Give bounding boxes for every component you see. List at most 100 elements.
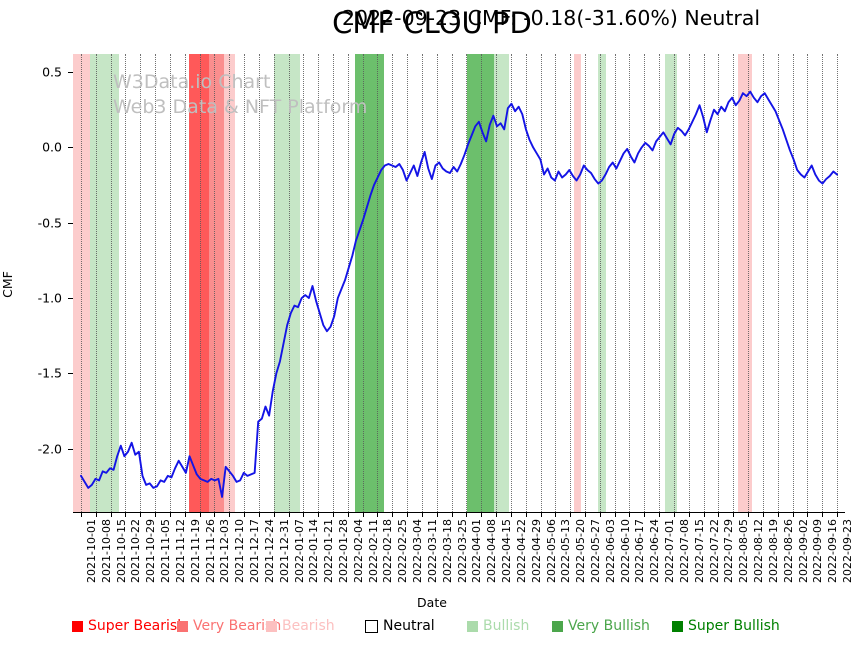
gridline <box>95 54 97 512</box>
gridline <box>81 54 82 512</box>
legend-swatch-icon <box>672 620 683 632</box>
x-tick-label: 2022-07-08 <box>677 519 691 583</box>
x-tick-label: 2022-01-28 <box>337 519 350 583</box>
legend-swatch-icon <box>552 620 563 632</box>
x-tick-mark <box>496 512 498 517</box>
gridline <box>184 54 186 512</box>
x-tick-mark <box>762 512 764 517</box>
x-tick-mark <box>837 512 838 517</box>
x-tick-label: 2022-06-10 <box>618 519 632 583</box>
gridline <box>362 54 364 512</box>
x-tick-label: 2021-10-01 <box>85 519 98 583</box>
y-tick-label: -2.0 <box>37 441 62 457</box>
y-tick-mark <box>68 298 73 300</box>
gridline <box>599 54 601 512</box>
legend-item-neutral[interactable]: Neutral <box>365 618 435 634</box>
x-tick-mark <box>792 512 794 517</box>
x-tick-label: 2022-02-11 <box>366 519 380 583</box>
band-bearish <box>574 54 581 512</box>
gridline <box>288 54 290 512</box>
x-tick-mark <box>169 512 171 517</box>
x-tick-label: 2022-04-29 <box>529 519 543 583</box>
x-tick-mark <box>436 512 438 517</box>
x-tick-mark <box>318 512 320 517</box>
x-tick-mark <box>629 512 631 517</box>
x-tick-mark <box>214 512 216 517</box>
x-tick-label: 2022-03-18 <box>440 519 454 583</box>
x-tick-label: 2022-01-21 <box>322 519 336 583</box>
gridline <box>748 54 750 512</box>
x-tick-mark <box>525 512 527 517</box>
cmf-line-series <box>80 90 838 498</box>
x-tick-mark <box>199 512 201 517</box>
x-tick-mark <box>244 512 246 517</box>
y-axis-title: CMF <box>0 271 15 298</box>
legend-item-super-bullish[interactable]: Super Bullish <box>672 618 780 634</box>
x-tick-label: 2022-01-07 <box>292 519 306 583</box>
plot-area[interactable]: W3Data.io Chart Web3 Data & NFT Platform <box>73 54 845 512</box>
gridline <box>125 54 127 512</box>
legend-label: Very Bullish <box>568 618 650 634</box>
x-tick-label: 2022-07-22 <box>707 519 721 583</box>
current-value-annotation: 2022-09-23 CMF: -0.18(-31.60%) Neutral <box>342 6 761 30</box>
gridline <box>807 54 809 512</box>
gridline <box>244 54 246 512</box>
x-tick-label: 2022-01-14 <box>307 519 321 583</box>
gridline <box>673 54 675 512</box>
y-tick-mark <box>68 448 73 450</box>
x-tick-label: 2021-12-10 <box>233 519 247 583</box>
legend-label: Very Bearish <box>193 618 282 634</box>
x-tick-mark <box>688 512 690 517</box>
x-tick-label: 2022-08-05 <box>737 519 751 583</box>
gridline <box>377 54 379 512</box>
x-tick-mark <box>184 512 186 517</box>
gridline <box>837 54 838 512</box>
band-bullish <box>597 54 606 512</box>
x-tick-mark <box>644 512 646 517</box>
legend-swatch-icon <box>266 620 277 632</box>
y-tick-label: 0.0 <box>42 139 62 155</box>
x-tick-label: 2022-07-01 <box>663 519 677 583</box>
legend-item-bearish[interactable]: Bearish <box>266 618 335 634</box>
legend-label: Bullish <box>483 618 530 634</box>
x-tick-label: 2022-09-02 <box>796 519 810 583</box>
band-bullish <box>493 54 510 512</box>
x-tick-label: 2022-05-13 <box>559 519 573 583</box>
gridline <box>333 54 334 512</box>
legend-item-very-bullish[interactable]: Very Bullish <box>552 618 650 634</box>
legend-item-super-bearish[interactable]: Super Bearish <box>72 618 186 634</box>
legend-item-very-bearish[interactable]: Very Bearish <box>177 618 281 634</box>
page-title: CMF CLOU PD <box>332 6 532 40</box>
legend-swatch-icon <box>72 620 83 632</box>
gridline <box>733 54 735 512</box>
x-tick-label: 2022-03-04 <box>411 519 425 583</box>
gridline <box>466 54 468 512</box>
gridline <box>169 54 171 512</box>
x-tick-mark <box>229 512 231 517</box>
band-very-bullish <box>354 54 385 512</box>
x-tick-label: 2022-05-27 <box>589 519 602 583</box>
gridline <box>392 54 394 512</box>
y-tick-label: -1.5 <box>37 365 62 381</box>
x-tick-mark <box>510 512 512 517</box>
x-tick-mark <box>81 512 82 517</box>
y-tick-label: -0.5 <box>37 215 62 231</box>
gridline <box>762 54 764 512</box>
band-super-bearish <box>188 54 209 512</box>
gridline <box>585 54 586 512</box>
x-axis-line <box>73 512 845 513</box>
x-tick-label: 2022-08-19 <box>766 519 780 583</box>
x-tick-label: 2021-11-26 <box>203 519 217 583</box>
x-tick-mark <box>333 512 334 517</box>
legend-item-bullish[interactable]: Bullish <box>467 618 529 634</box>
x-tick-mark <box>377 512 379 517</box>
gridline <box>718 54 720 512</box>
x-tick-mark <box>570 512 572 517</box>
x-tick-label: 2021-12-17 <box>248 519 262 583</box>
band-bullish <box>89 54 119 512</box>
legend[interactable]: Super Bearish Very Bearish Bearish Neutral B… <box>0 618 864 640</box>
x-tick-label: 2022-07-15 <box>692 519 706 583</box>
gridline <box>155 54 157 512</box>
legend-label: Super Bullish <box>688 618 780 634</box>
